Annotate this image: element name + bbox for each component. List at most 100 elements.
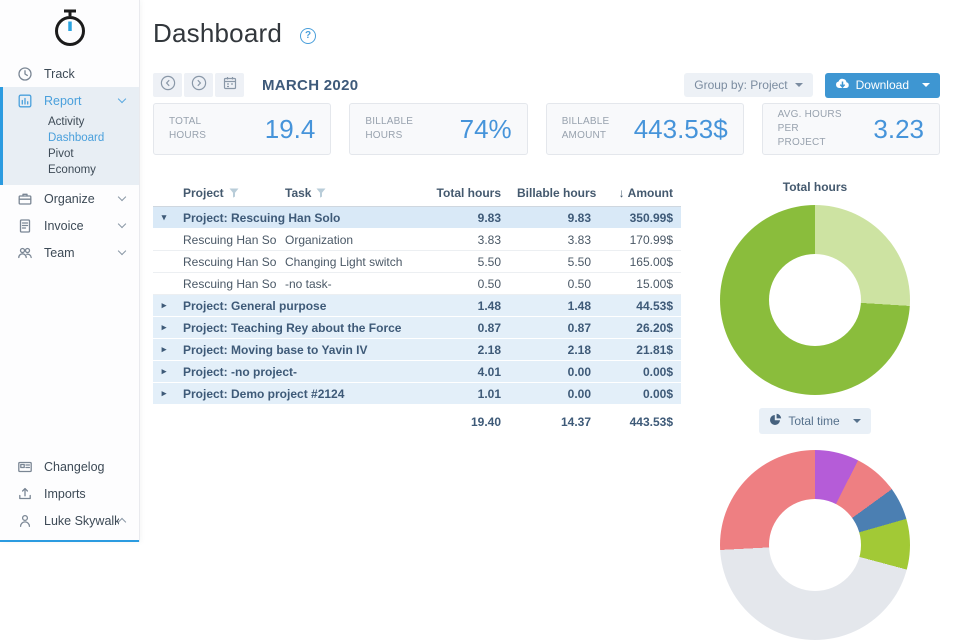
chevron-right-circle-icon	[191, 75, 207, 96]
billable-hours-cell: 0.00	[509, 382, 599, 405]
user-icon	[16, 512, 33, 529]
stat-value: 74%	[459, 113, 512, 144]
column-label: Total hours	[436, 186, 501, 200]
collapse-row-icon[interactable]: ▾	[153, 206, 175, 229]
billable-hours-cell: 5.50	[509, 250, 599, 273]
column-label: Project	[183, 186, 224, 200]
stat-value: 19.4	[264, 113, 316, 144]
sidebar-item-activity[interactable]: Activity	[48, 116, 85, 128]
expand-row-icon[interactable]: ▸	[153, 316, 175, 339]
totals-amount: 443.53$	[629, 415, 673, 429]
group-by-dropdown[interactable]: Group by: Project	[684, 73, 813, 97]
sort-desc-icon: ↓	[618, 186, 625, 200]
expand-row-icon[interactable]: ▸	[153, 360, 175, 383]
billable-hours-cell: 1.48	[509, 294, 599, 317]
chevron-up-icon	[117, 517, 127, 527]
previous-month-button[interactable]	[153, 73, 182, 97]
toolbar: MARCH 2020 Group by: Project Download	[153, 72, 940, 98]
sidebar-item-invoice[interactable]: Invoice	[0, 212, 139, 239]
chevron-down-icon	[117, 192, 127, 202]
total-hours-donut-chart[interactable]	[720, 205, 910, 395]
sidebar-item-economy[interactable]: Economy	[48, 164, 96, 176]
changelog-icon	[16, 458, 33, 475]
amount-cell: 350.99$	[599, 206, 681, 229]
total-time-dropdown[interactable]: Total time	[759, 408, 871, 434]
task-detail-row[interactable]: Rescuing Han Solo Changing Light switch 5.…	[153, 250, 681, 273]
app-logo[interactable]	[0, 4, 139, 56]
sidebar-item-track[interactable]: Track	[0, 60, 139, 87]
column-header-total-hours[interactable]: Total hours	[423, 183, 509, 207]
sidebar-item-report[interactable]: Report	[3, 87, 139, 114]
column-header-amount[interactable]: ↓ Amount	[599, 183, 681, 207]
sidebar-item-label: Report	[44, 93, 82, 108]
stopwatch-logo-icon	[52, 7, 88, 54]
download-button[interactable]: Download	[824, 72, 940, 98]
project-group-row[interactable]: ▸ Project: Demo project #2124 1.01 0.00 0.00…	[153, 382, 681, 405]
pie-chart-icon	[769, 413, 782, 429]
project-group-row[interactable]: ▾ Project: Rescuing Han Solo 9.83 9.83 350.9…	[153, 206, 681, 229]
project-group-name: Project: General purpose	[175, 294, 423, 317]
row-indent	[153, 250, 175, 273]
stat-card-billable-hours: BILLABLE HOURS 74%	[349, 103, 528, 155]
column-header-task[interactable]: Task	[277, 183, 423, 207]
page-title: Dashboard	[153, 18, 282, 48]
spacer	[175, 405, 423, 433]
column-header-expander	[153, 183, 175, 207]
project-group-name: Project: Demo project #2124	[175, 382, 423, 405]
amount-cell: 0.00$	[599, 382, 681, 405]
sidebar-item-luke-skywalker[interactable]: Luke Skywalker	[0, 507, 139, 534]
chart-icon	[16, 92, 33, 109]
task-detail-row[interactable]: Rescuing Han Solo -no task- 0.50 0.50 15.00$	[153, 272, 681, 295]
column-label: Task	[285, 186, 312, 200]
sidebar-item-changelog[interactable]: Changelog	[0, 453, 139, 480]
sidebar-nav-bottom: Changelog Imports Luke Skywalker	[0, 453, 139, 534]
expand-row-icon[interactable]: ▸	[153, 338, 175, 361]
next-month-button[interactable]	[184, 73, 213, 97]
project-group-row[interactable]: ▸ Project: General purpose 1.48 1.48 44.53$	[153, 294, 681, 317]
sidebar-item-organize[interactable]: Organize	[0, 185, 139, 212]
amount-cell: 170.99$	[599, 228, 681, 251]
sidebar-item-imports[interactable]: Imports	[0, 480, 139, 507]
stat-card-billable-amount: BILLABLE AMOUNT 443.53$	[545, 103, 744, 155]
billable-hours-cell: 2.18	[509, 338, 599, 361]
sidebar-item-label: Track	[44, 66, 75, 81]
calendar-button[interactable]	[215, 73, 244, 97]
total-hours-cell: 1.48	[423, 294, 509, 317]
total-hours-cell: 0.50	[423, 272, 509, 295]
sidebar-accent-bar	[0, 540, 139, 542]
sidebar-item-pivot[interactable]: Pivot	[48, 148, 74, 160]
task-cell: Organization	[277, 228, 423, 251]
column-header-billable-hours[interactable]: Billable hours	[509, 183, 599, 207]
amount-cell: 44.53$	[599, 294, 681, 317]
billable-hours-cell: 0.50	[509, 272, 599, 295]
chart-panel: Total hours Total time	[690, 180, 940, 640]
project-group-name: Project: Teaching Rey about the Force	[175, 316, 423, 339]
sidebar-item-label: Team	[44, 245, 75, 260]
project-group-row[interactable]: ▸ Project: Moving base to Yavin IV 2.18 2.1…	[153, 338, 681, 361]
expand-row-icon[interactable]: ▸	[153, 294, 175, 317]
help-icon[interactable]: ?	[300, 27, 316, 44]
project-group-row[interactable]: ▸ Project: Teaching Rey about the Force 0.…	[153, 316, 681, 339]
invoice-icon	[16, 217, 33, 234]
stat-label: BILLABLE AMOUNT	[561, 116, 610, 141]
project-group-name: Project: Moving base to Yavin IV	[175, 338, 423, 361]
project-group-name: Project: Rescuing Han Solo	[175, 206, 423, 229]
total-time-label: Total time	[788, 414, 840, 428]
filter-funnel-icon[interactable]	[311, 186, 326, 200]
column-header-project[interactable]: Project	[175, 183, 277, 207]
project-group-row[interactable]: ▸ Project: -no project- 4.01 0.00 0.00$	[153, 360, 681, 383]
task-detail-row[interactable]: Rescuing Han Solo Organization 3.83 3.83 170…	[153, 228, 681, 251]
totals-billable-hours: 14.37	[560, 415, 591, 429]
expand-row-icon[interactable]: ▸	[153, 382, 175, 405]
filter-funnel-icon[interactable]	[224, 186, 239, 200]
cloud-download-icon	[835, 77, 850, 93]
stat-card-avg-hours-per-project: AVG. HOURS PER PROJECT 3.23	[761, 103, 941, 155]
sidebar-item-team[interactable]: Team	[0, 239, 139, 266]
second-donut-chart[interactable]	[720, 450, 910, 640]
chart-title: Total hours	[782, 180, 848, 194]
sidebar-item-label: Luke Skywalker	[44, 513, 119, 528]
sidebar-item-dashboard[interactable]: Dashboard	[48, 132, 105, 144]
spacer	[153, 405, 175, 433]
stat-card-total-hours: TOTAL HOURS 19.4	[153, 103, 332, 155]
group-by-label: Group by: Project	[694, 78, 788, 92]
